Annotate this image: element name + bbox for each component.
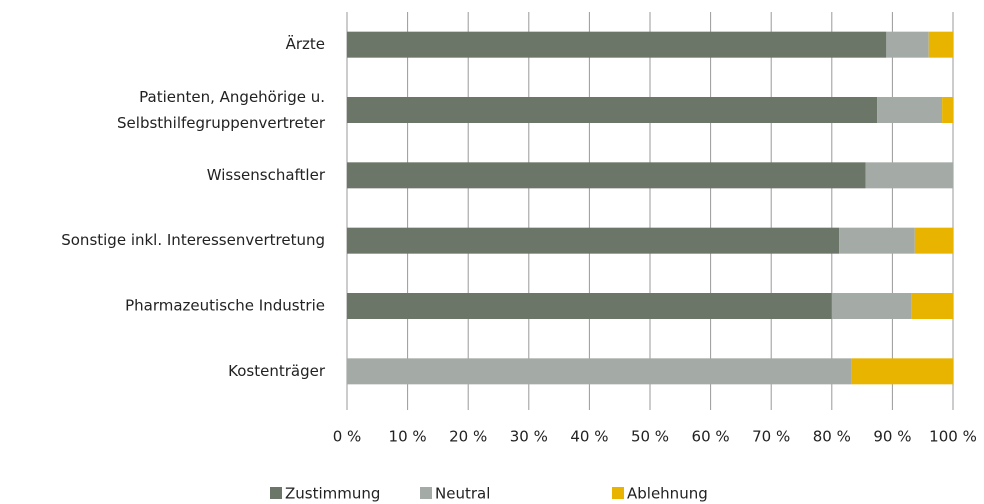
bar-segment [851,358,953,385]
x-tick-label: 0 % [333,428,362,446]
x-tick-label: 50 % [631,428,669,446]
x-tick-label: 70 % [752,428,790,446]
legend-label: Ablehnung [627,485,708,503]
bar-segment [347,293,832,319]
y-tick-label: Patienten, Angehörige u. Selbsthilfegrupp… [117,88,326,132]
y-tick-label: Kostenträger [228,362,326,380]
bar-segment [914,227,953,254]
x-tick-label: 10 % [389,428,427,446]
bar-segment [347,31,887,58]
bar-segment [911,293,953,319]
y-tick-label: Ärzte [286,34,325,53]
x-tick-label: 20 % [449,428,487,446]
x-tick-label: 80 % [813,428,851,446]
x-tick-label: 100 % [929,428,977,446]
bar-segment [839,227,915,254]
y-tick-label: Pharmazeutische Industrie [125,297,325,315]
bar-segment [831,293,912,319]
bar-segment [942,97,953,123]
y-tick-label: Wissenschaftler [207,166,326,184]
bar-segment [347,227,840,254]
legend-swatch [420,487,432,499]
legend-label: Zustimmung [285,485,380,503]
y-tick-label: Sonstige inkl. Interessenvertretung [61,231,325,249]
bar-segment [347,97,878,123]
legend-swatch [270,487,282,499]
bar-segment [886,31,929,58]
legend-label: Neutral [435,485,490,503]
bar-segment [347,162,866,189]
legend-swatch [612,487,624,499]
x-tick-label: 40 % [570,428,608,446]
bar-segment [347,358,852,385]
x-tick-label: 90 % [873,428,911,446]
x-tick-label: 30 % [510,428,548,446]
bar-segment [877,97,943,123]
bar-segment [865,162,953,189]
x-tick-label: 60 % [692,428,730,446]
bar-segment [928,31,953,58]
